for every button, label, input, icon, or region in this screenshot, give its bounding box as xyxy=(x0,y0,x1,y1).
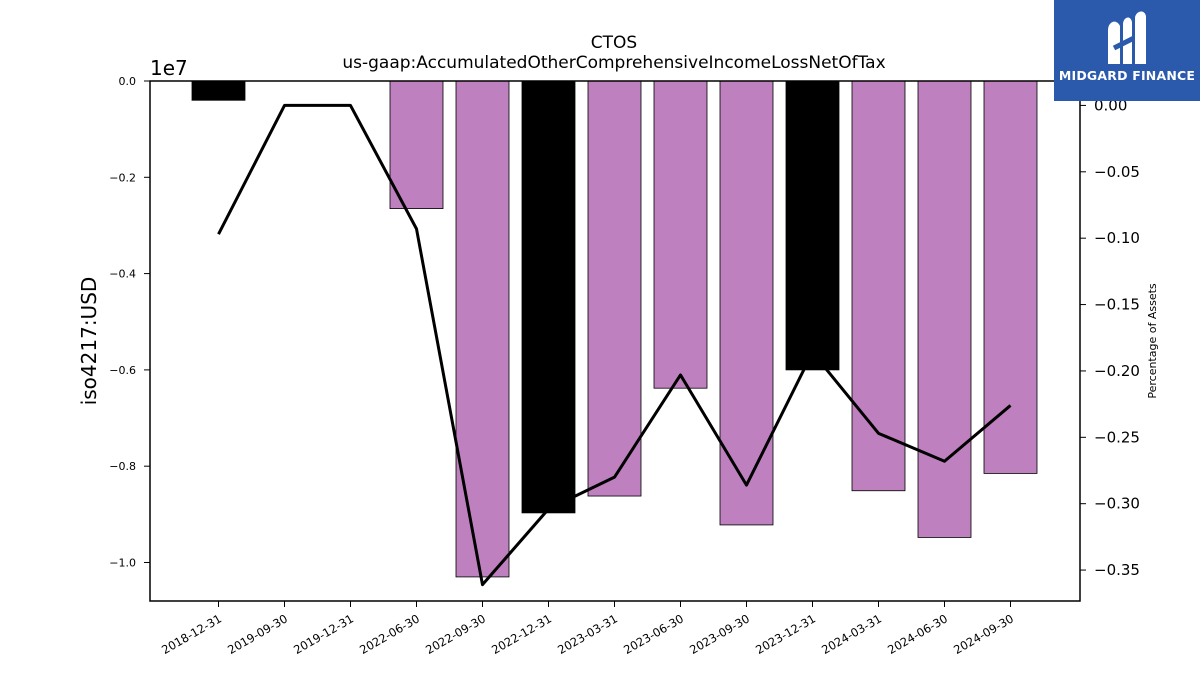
y-tick-label: −0.4 xyxy=(109,268,136,281)
y2-tick-label: −0.20 xyxy=(1094,362,1140,380)
x-tick-label: 2023-09-30 xyxy=(687,611,752,657)
y2-tick-label: −0.35 xyxy=(1094,561,1140,579)
x-tick-label: 2022-09-30 xyxy=(423,611,488,657)
y-tick-label: 0.0 xyxy=(119,75,137,88)
bar-2023-12-31 xyxy=(785,80,840,371)
bar-2023-03-31 xyxy=(587,80,642,497)
x-tick-label: 2022-12-31 xyxy=(489,611,554,657)
x-tick-label: 2019-09-30 xyxy=(225,611,290,657)
chart-title: CTOS xyxy=(591,33,637,53)
chart-subtitle: us-gaap:AccumulatedOtherComprehensiveInc… xyxy=(342,53,885,73)
y-offset-label: 1e7 xyxy=(150,56,188,80)
y-tick-label: −0.2 xyxy=(109,171,136,184)
x-tick-label: 2023-03-31 xyxy=(555,611,620,657)
x-tick-label: 2024-03-31 xyxy=(819,611,884,657)
line-group xyxy=(217,103,1012,587)
y2-tick-label: −0.15 xyxy=(1094,296,1140,314)
percentage-line xyxy=(217,103,1012,587)
x-tick-label: 2018-12-31 xyxy=(159,611,224,657)
x-tick-label: 2023-06-30 xyxy=(621,611,686,657)
bars-group xyxy=(191,80,1038,578)
midgard-finance-logo: MIDGARD FINANCE xyxy=(1054,0,1200,101)
logo-mark-icon xyxy=(1108,11,1146,64)
y2-tick-label: −0.05 xyxy=(1094,163,1140,181)
bar-2024-03-31 xyxy=(851,80,906,492)
x-tick-label: 2024-09-30 xyxy=(951,611,1016,657)
y2-tick-label: −0.25 xyxy=(1094,428,1140,446)
x-tick-label: 2019-12-31 xyxy=(291,611,356,657)
y2-axis-label: Percentage of Assets xyxy=(1146,283,1159,399)
y-axis-label: iso4217:USD xyxy=(77,277,101,406)
y-tick-label: −1.0 xyxy=(109,556,136,569)
bar-2018-12-31 xyxy=(191,80,246,101)
y-tick-label: −0.8 xyxy=(109,460,136,473)
x-tick-label: 2022-06-30 xyxy=(357,611,422,657)
bar-2022-06-30 xyxy=(389,80,444,209)
y-tick-label: −0.6 xyxy=(109,364,136,377)
bar-2022-09-30 xyxy=(455,80,510,578)
bar-2023-06-30 xyxy=(653,80,708,389)
x-tick-label: 2023-12-31 xyxy=(753,611,818,657)
bar-2023-09-30 xyxy=(719,80,774,526)
bar-2024-06-30 xyxy=(917,80,972,538)
bar-2022-12-31 xyxy=(521,80,576,514)
y2-tick-label: −0.30 xyxy=(1094,495,1140,513)
logo-text: MIDGARD FINANCE xyxy=(1058,68,1196,83)
x-tick-label: 2024-06-30 xyxy=(885,611,950,657)
y2-tick-label: −0.10 xyxy=(1094,229,1140,247)
bar-2024-09-30 xyxy=(983,80,1038,474)
